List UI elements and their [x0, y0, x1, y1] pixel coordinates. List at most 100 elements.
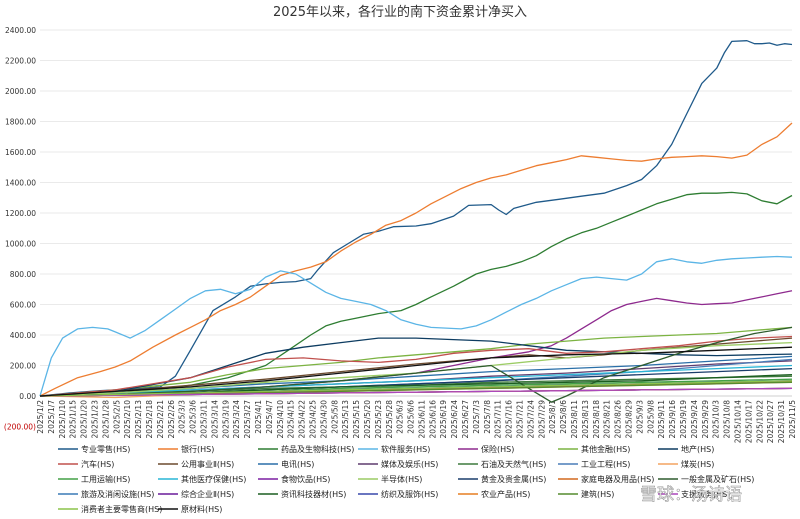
legend-entry: 支援服务(HS) — [681, 489, 730, 499]
y-tick-label: 800.00 — [10, 270, 36, 279]
x-tick-label: 2025/6/27 — [461, 400, 470, 439]
x-tick-label: 2025/10/22 — [755, 400, 764, 443]
x-tick-label: 2025/3/11 — [199, 400, 208, 439]
y-tick-label: 400.00 — [10, 331, 36, 340]
legend-entry: 建筑(HS) — [581, 489, 614, 499]
x-tick-label: 2025/1/7 — [47, 400, 56, 434]
series-line — [39, 346, 793, 397]
y-axis: (200.00) 0.00 200.00 400.00 600.00 800.00 1000… — [4, 26, 36, 432]
legend-entry: 消费者主要零售商(HS) — [81, 504, 162, 514]
x-tick-label: 2025/2/10 — [123, 400, 132, 439]
x-axis: 2025/1/2 2025/1/7 2025/1/10 2025/1/15 2025/1… — [36, 400, 797, 443]
x-tick-label: 2025/7/24 — [526, 400, 535, 439]
x-tick-label: 2025/9/16 — [668, 400, 677, 439]
watermark-text: 雪球：汤诗语 — [640, 485, 742, 505]
x-tick-label: 2025/10/14 — [734, 400, 743, 443]
legend-entry: 软件服务(HS) — [381, 444, 430, 454]
series-line — [39, 326, 793, 403]
x-tick-label: 2025/8/26 — [614, 400, 623, 439]
legend-entry: 旅游及消闲设施(HS) — [81, 489, 154, 499]
x-tick-label: 2025/9/19 — [679, 400, 688, 439]
legend-entry: 半导体(HS) — [381, 474, 422, 484]
legend-entry: 纺织及服饰(HS) — [381, 489, 438, 499]
x-tick-label: 2025/6/11 — [417, 400, 426, 439]
x-tick-label: 2025/5/8 — [330, 400, 339, 434]
x-tick-label: 2025/7/8 — [483, 400, 492, 434]
x-tick-label: 2025/2/21 — [156, 400, 165, 439]
x-tick-label: 2025/2/5 — [112, 400, 121, 434]
x-tick-label: 2025/4/22 — [298, 400, 307, 439]
x-tick-label: 2025/5/13 — [341, 400, 350, 439]
y-tick-label: 1000.00 — [5, 240, 36, 249]
y-tick-label: 1200.00 — [5, 209, 36, 218]
legend-entry: 家庭电器及用品(HS) — [581, 474, 654, 484]
legend-entry: 媒体及娱乐(HS) — [381, 459, 438, 469]
legend-entry: 一般金属及矿石(HS) — [681, 474, 754, 484]
x-tick-label: 2025/9/8 — [646, 400, 655, 434]
x-tick-label: 2025/8/11 — [570, 400, 579, 439]
x-tick-label: 2025/5/28 — [385, 400, 394, 439]
y-tick-label: 2200.00 — [5, 57, 36, 66]
x-tick-label: 2025/8/13 — [581, 400, 590, 439]
x-tick-label: 2025/7/3 — [472, 400, 481, 434]
x-tick-label: 2025/10/3 — [712, 400, 721, 439]
legend-entry: 电讯(HS) — [281, 459, 314, 469]
series-line — [39, 335, 793, 397]
x-tick-label: 2025/8/1 — [548, 400, 557, 434]
x-tick-label: 2025/5/15 — [352, 400, 361, 439]
y-tick-label: 1400.00 — [5, 179, 36, 188]
x-tick-label: 2025/6/6 — [407, 400, 416, 434]
x-tick-label: 2025/3/19 — [221, 400, 230, 439]
x-tick-label: 2025/2/18 — [145, 400, 154, 439]
x-tick-label: 2025/4/15 — [287, 400, 296, 439]
x-tick-label: 2025/2/13 — [134, 400, 143, 439]
legend-entry: 保险(HS) — [481, 444, 514, 454]
x-tick-label: 2025/7/29 — [537, 400, 546, 439]
x-tick-label: 2025/8/6 — [559, 400, 568, 434]
grid-lines — [40, 29, 792, 397]
x-tick-label: 2025/1/10 — [58, 400, 67, 439]
chart-title: 2025年以来，各行业的南下资金累计净买入 — [273, 4, 527, 20]
series-line — [39, 191, 793, 397]
x-tick-label: 2025/3/3 — [178, 400, 187, 434]
x-tick-label: 2025/11/5 — [788, 400, 797, 439]
x-tick-label: 2025/7/11 — [494, 400, 503, 439]
y-tick-label: (200.00) — [4, 423, 36, 432]
legend-entry: 银行(HS) — [181, 444, 214, 454]
x-tick-label: 2025/3/27 — [243, 400, 252, 439]
x-tick-label: 2025/3/24 — [232, 400, 241, 439]
x-tick-label: 2025/1/20 — [80, 400, 89, 439]
legend-entry: 石油及天然气(HS) — [481, 459, 546, 469]
legend-entry: 专业零售(HS) — [81, 444, 130, 454]
x-tick-label: 2025/5/20 — [363, 400, 372, 439]
x-tick-label: 2025/1/23 — [90, 400, 99, 439]
series-line — [39, 380, 793, 397]
legend-entry: 药品及生物科技(HS) — [281, 444, 354, 454]
x-tick-label: 2025/9/24 — [690, 400, 699, 439]
series-line — [39, 40, 793, 397]
legend-entry: 汽车(HS) — [81, 459, 114, 469]
x-tick-label: 2025/4/25 — [308, 400, 317, 439]
series-line — [39, 255, 793, 397]
legend-entry: 食物饮品(HS) — [281, 474, 330, 484]
x-tick-label: 2025/4/30 — [319, 400, 328, 439]
x-tick-label: 2025/9/3 — [635, 400, 644, 434]
y-tick-label: 1800.00 — [5, 118, 36, 127]
series-line — [39, 337, 793, 397]
x-tick-label: 2025/9/29 — [701, 400, 710, 439]
legend-entry: 工用运输(HS) — [81, 474, 130, 484]
x-tick-label: 2025/5/23 — [374, 400, 383, 439]
y-tick-label: 1600.00 — [5, 148, 36, 157]
legend: 专业零售(HS) 银行(HS) 药品及生物科技(HS) 软件服务(HS) 保险(HS) 其… — [58, 444, 754, 514]
x-tick-label: 2025/9/11 — [657, 400, 666, 439]
x-tick-label: 2025/6/24 — [450, 400, 459, 439]
x-tick-label: 2025/4/10 — [276, 400, 285, 439]
legend-entry: 地产(HS) — [681, 444, 714, 454]
x-tick-label: 2025/6/19 — [439, 400, 448, 439]
x-tick-label: 2025/7/16 — [505, 400, 514, 439]
y-tick-label: 200.00 — [10, 362, 36, 371]
x-tick-label: 2025/1/15 — [69, 400, 78, 439]
series-line — [39, 387, 793, 397]
legend-entry: 工业工程(HS) — [581, 459, 630, 469]
